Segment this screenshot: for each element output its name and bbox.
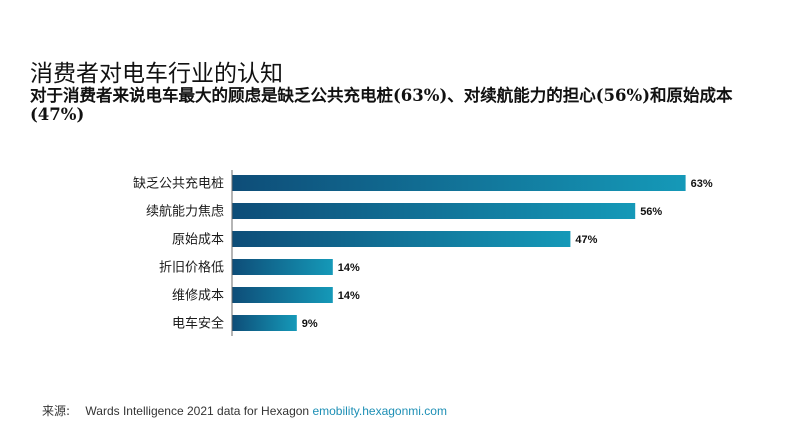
bar bbox=[232, 175, 686, 191]
bar bbox=[232, 315, 297, 331]
category-label: 原始成本 bbox=[172, 233, 224, 248]
category-label: 续航能力焦虑 bbox=[146, 204, 224, 220]
bars-group: 缺乏公共充电桩 63% 续航能力焦虑 56% 原始成本 47% 折旧价格低 14% 维修成本 14… bbox=[133, 175, 713, 332]
value-label: 63% bbox=[691, 178, 713, 190]
value-label: 14% bbox=[338, 290, 360, 302]
category-label: 电车安全 bbox=[172, 316, 224, 332]
bar bbox=[232, 287, 333, 303]
source-link[interactable]: emobility.hexagonmi.com bbox=[312, 404, 447, 418]
bar bbox=[232, 231, 571, 247]
category-label: 折旧价格低 bbox=[159, 260, 224, 276]
value-label: 14% bbox=[338, 262, 360, 274]
value-label: 56% bbox=[640, 206, 662, 218]
category-label: 维修成本 bbox=[172, 289, 224, 304]
category-label: 缺乏公共充电桩 bbox=[133, 176, 224, 192]
chart-title: 消费者对电车行业的认知 bbox=[30, 61, 283, 87]
value-label: 47% bbox=[575, 234, 597, 246]
source-note: 来源: Wards Intelligence 2021 data for Hex… bbox=[42, 402, 447, 419]
source-text: Wards Intelligence 2021 data for Hexagon bbox=[85, 404, 310, 418]
source-label: 来源: bbox=[42, 404, 71, 418]
bar bbox=[232, 203, 636, 219]
chart-subtitle: 对于消费者来说电车最大的顾虑是缺乏公共充电桩(63%)、对续航能力的担心(56%… bbox=[30, 86, 733, 124]
bar bbox=[232, 259, 333, 275]
value-label: 9% bbox=[302, 318, 318, 330]
